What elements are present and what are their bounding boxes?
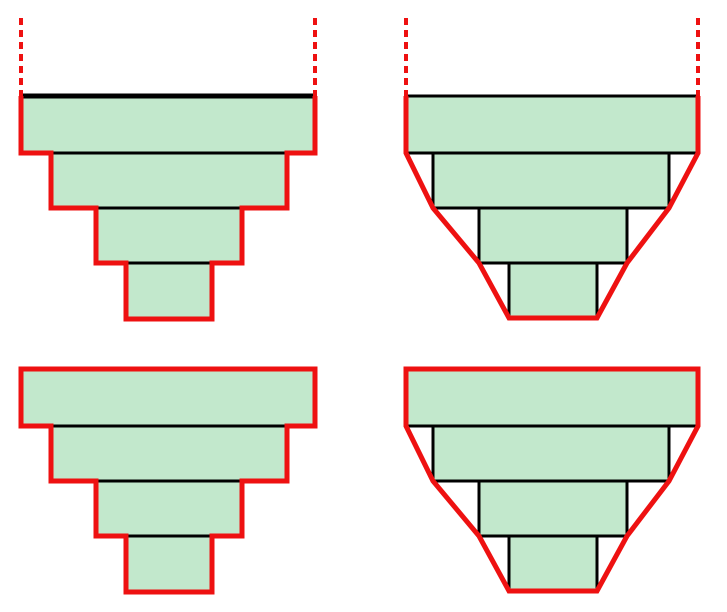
layer-block-3: [96, 481, 242, 536]
layer-block-1: [21, 96, 315, 153]
layer-block-1: [406, 96, 698, 153]
layer-block-2: [433, 426, 669, 481]
layer-block-3: [479, 481, 627, 536]
chamfered-outline: [403, 366, 701, 594]
layer-blocks: [406, 369, 698, 591]
layer-blocks: [406, 96, 698, 318]
panel-closed-stepped: [18, 366, 318, 595]
layer-block-3: [96, 208, 242, 263]
chamfered-outline: [403, 96, 701, 321]
panel-open-stepped: [18, 18, 318, 322]
layer-block-3: [479, 208, 627, 263]
layer-block-1: [406, 369, 698, 426]
layer-block-4: [126, 536, 212, 592]
layer-block-4: [126, 263, 212, 319]
stepped-outline: [18, 366, 318, 595]
layer-blocks: [21, 369, 315, 592]
panel-closed-chamfered: [403, 366, 701, 594]
layer-block-2: [51, 426, 287, 481]
panel-open-chamfered: [403, 18, 701, 321]
layer-block-1: [21, 369, 315, 426]
layer-edges: [49, 151, 289, 265]
layer-edges: [49, 424, 289, 538]
layer-block-2: [51, 153, 287, 208]
layer-block-4: [509, 263, 597, 318]
layer-block-2: [433, 153, 669, 208]
layer-block-4: [509, 536, 597, 591]
stepped-outline: [18, 96, 318, 322]
layer-blocks: [21, 96, 315, 319]
